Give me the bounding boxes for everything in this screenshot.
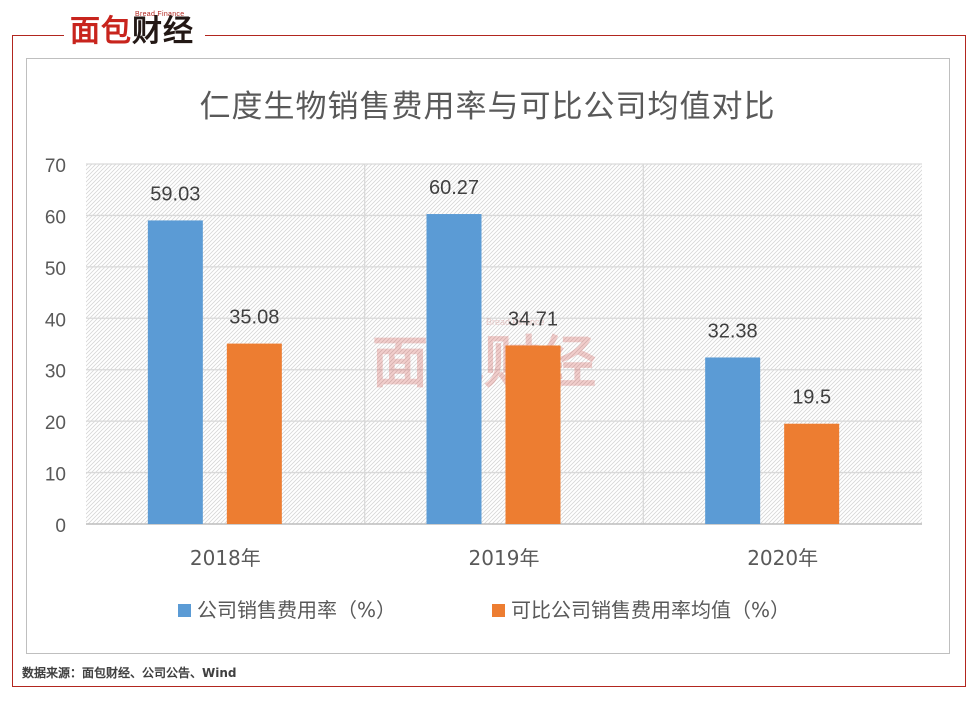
y-tick-label: 70 <box>45 156 66 177</box>
y-tick-label: 10 <box>45 465 66 486</box>
x-tick-label: 2019年 <box>469 546 540 570</box>
x-tick-label: 2020年 <box>747 546 818 570</box>
chart-title: 仁度生物销售费用率与可比公司均值对比 <box>199 89 776 125</box>
frame-top-left-line <box>12 35 64 36</box>
y-tick-label: 50 <box>45 259 66 280</box>
logo-text-red: 面包 <box>70 14 132 49</box>
data-label: 32.38 <box>708 320 758 342</box>
logo-text-dark: 财经 <box>132 14 194 49</box>
logo-text: 面包财经 <box>70 14 194 50</box>
data-label: 35.08 <box>229 307 279 329</box>
y-tick-label: 30 <box>45 362 66 383</box>
watermark-text: 面包财经 <box>372 331 596 396</box>
legend-label: 可比公司销售费用率均值（%） <box>511 598 790 622</box>
data-label: 19.5 <box>792 387 831 409</box>
bar-company <box>147 220 203 524</box>
legend-label: 公司销售费用率（%） <box>197 598 396 622</box>
outer-frame <box>12 35 966 687</box>
watermark-subtitle: Bread Finance <box>486 317 545 327</box>
y-tick-label: 60 <box>45 207 66 228</box>
bar-company <box>426 214 482 525</box>
legend-swatch <box>178 604 191 617</box>
source-note: 数据来源：面包财经、公司公告、Wind <box>22 666 237 680</box>
bar-peer-average <box>505 345 561 524</box>
bar-company <box>705 357 761 524</box>
data-label: 34.71 <box>508 308 558 330</box>
x-tick-label: 2018年 <box>190 546 261 570</box>
data-label: 60.27 <box>429 177 479 199</box>
plot-area <box>86 164 922 524</box>
y-tick-label: 40 <box>45 310 66 331</box>
legend-swatch <box>492 604 505 617</box>
y-tick-label: 0 <box>55 516 66 537</box>
logo-subtitle: Bread Finance <box>135 11 185 18</box>
bar-peer-average <box>784 423 840 524</box>
data-label: 59.03 <box>150 183 200 205</box>
bar-peer-average <box>226 343 282 524</box>
y-tick-label: 20 <box>45 413 66 434</box>
frame-top-right-line <box>205 35 966 36</box>
